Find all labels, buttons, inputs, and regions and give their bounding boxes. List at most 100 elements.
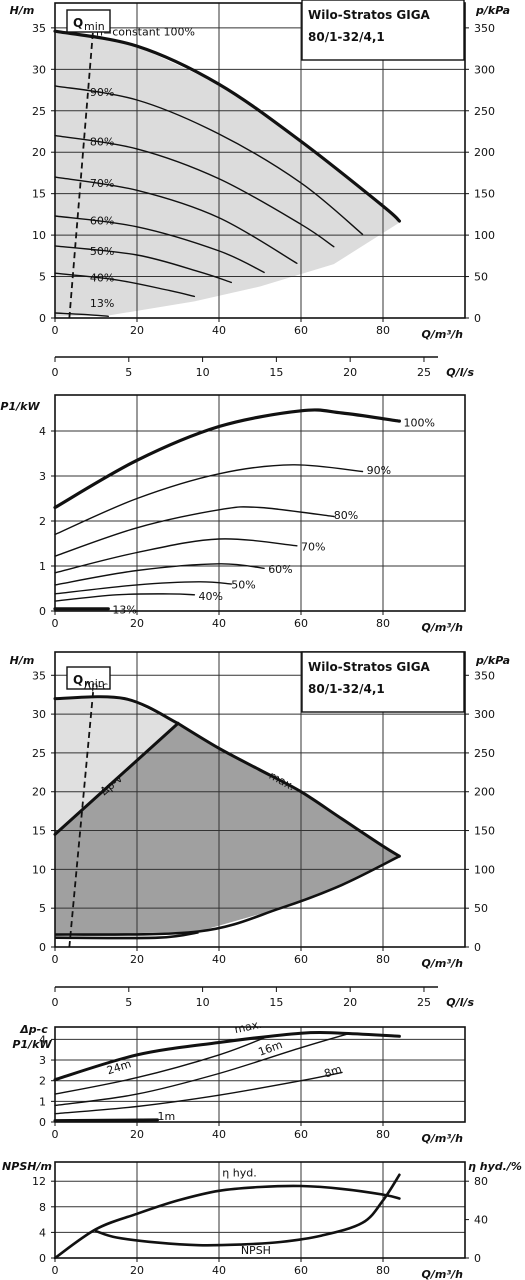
y-tick-label: 35 [32, 22, 46, 35]
ls-tick-label: 20 [343, 996, 357, 1009]
dpc-power-label: 8m [323, 1063, 344, 1081]
dpc-power-label: 16m [257, 1038, 285, 1059]
min-curve-2 [54, 855, 400, 936]
control-curve-2 [53, 721, 180, 836]
power-label: 13% [112, 603, 136, 616]
dpc-axis-label: Δp-c [19, 1023, 48, 1036]
x-tick-label: 40 [212, 617, 226, 630]
dpc-power-label: max. [233, 1018, 263, 1036]
y-tick-label: 3 [39, 470, 46, 483]
title-line-1: Wilo-Stratos GIGA [308, 8, 431, 22]
y2-tick-label: 350 [474, 22, 495, 35]
y-tick-label: 4 [39, 425, 46, 438]
y2-axis-label: p/kPa [475, 4, 510, 17]
y-tick-label: 4 [39, 1226, 46, 1239]
y-tick-label: 0 [39, 941, 46, 954]
dpc-power-curve-1 [54, 1035, 269, 1095]
x-tick-label: 40 [212, 953, 226, 966]
y2-tick-label: 100 [474, 229, 495, 242]
x-tick-label: 0 [52, 324, 59, 337]
power-label: 60% [268, 563, 292, 576]
y-axis-label: H/m [10, 654, 35, 667]
y2-tick-label: 200 [474, 786, 495, 799]
operating-range-area [55, 31, 400, 317]
speed-curve-40pct [54, 272, 196, 298]
x-tick-label: 40 [212, 324, 226, 337]
qmin-label: Q [73, 673, 83, 687]
power-curve-70pct [54, 538, 298, 574]
speed-label: 40% [90, 272, 114, 285]
plot-frame [54, 651, 466, 948]
speed-curve-80pct [54, 134, 335, 248]
dpc-power-curve-4 [53, 1118, 159, 1123]
x-tick-label: 0 [52, 1128, 59, 1141]
plot-frame [54, 1161, 466, 1259]
ls-axis-label: Q/l/s [446, 996, 474, 1009]
x-axis-label: Q/m³/h [422, 328, 464, 341]
qmin-box [66, 9, 111, 33]
y-tick-label: 20 [32, 146, 46, 159]
ls-tick-label: 25 [417, 996, 431, 1009]
speed-label: 60% [90, 214, 114, 227]
title-line-2: 80/1-32/4,1 [308, 682, 385, 696]
ls-tick-label: 15 [269, 366, 283, 379]
y2-tick-label: 250 [474, 105, 495, 118]
power-curve-50pct [54, 581, 232, 595]
dpc-power-curve-2 [54, 1032, 351, 1107]
y-tick-label: 10 [32, 229, 46, 242]
ls-tick-label: 0 [52, 366, 59, 379]
y-tick-label: 15 [32, 188, 46, 201]
y-tick-label: 2 [39, 515, 46, 528]
y-tick-label: 3 [39, 1054, 46, 1067]
speed-label: 80% [90, 136, 114, 149]
y-tick-label: 25 [32, 105, 46, 118]
x-axis-label: Q/m³/h [422, 957, 464, 970]
plot-frame [54, 1026, 466, 1123]
speed-label: 50% [90, 245, 114, 258]
y2-tick-label: 0 [474, 1252, 481, 1265]
x-tick-label: 80 [376, 1128, 390, 1141]
speed-label: 13% [90, 297, 114, 310]
y2-tick-label: 0 [474, 941, 481, 954]
ls-tick-label: 5 [125, 996, 132, 1009]
x-tick-label: 60 [294, 324, 308, 337]
curves-layer [53, 19, 401, 1260]
x-tick-label: 20 [130, 953, 144, 966]
power-label: 80% [334, 509, 358, 522]
dpv-region [55, 723, 400, 936]
title-box [301, 651, 465, 713]
dpc-power-curve-0 [53, 1030, 401, 1082]
plot-frame [54, 2, 466, 319]
power-curve-80pct [54, 506, 335, 557]
npsh-curve [94, 1173, 401, 1247]
y-tick-label: 12 [32, 1175, 46, 1188]
y-tick-label: 0 [39, 312, 46, 325]
ls-tick-label: 5 [125, 366, 132, 379]
power-curve-60pct [54, 563, 265, 586]
qmin-sub: min [84, 20, 105, 33]
y2-tick-label: 40 [474, 1214, 488, 1227]
ls-tick-label: 20 [343, 366, 357, 379]
x-tick-label: 60 [294, 617, 308, 630]
y-tick-label: 30 [32, 63, 46, 76]
efficiency-label: η hyd. [222, 1167, 256, 1180]
y-tick-label: 35 [32, 669, 46, 682]
y-tick-label: 0 [39, 605, 46, 618]
x-tick-label: 0 [52, 1264, 59, 1277]
y-tick-label: 5 [39, 902, 46, 915]
y-tick-label: 4 [39, 1033, 46, 1046]
x-axis-label: Q/m³/h [422, 1268, 464, 1280]
y-tick-label: 25 [32, 747, 46, 760]
background-layer [55, 31, 400, 936]
power-curve-40pct [54, 593, 196, 602]
speed-curve-70pct [54, 176, 298, 264]
dpc-region [55, 698, 178, 835]
y2-tick-label: 300 [474, 63, 495, 76]
ls-axis-label: Q/l/s [446, 366, 474, 379]
title-line-1: Wilo-Stratos GIGA [308, 660, 431, 674]
ls-tick-label: 10 [196, 996, 210, 1009]
control-curve-0 [176, 721, 401, 858]
y2-tick-label: 150 [474, 188, 495, 201]
power-label: 70% [301, 540, 325, 553]
